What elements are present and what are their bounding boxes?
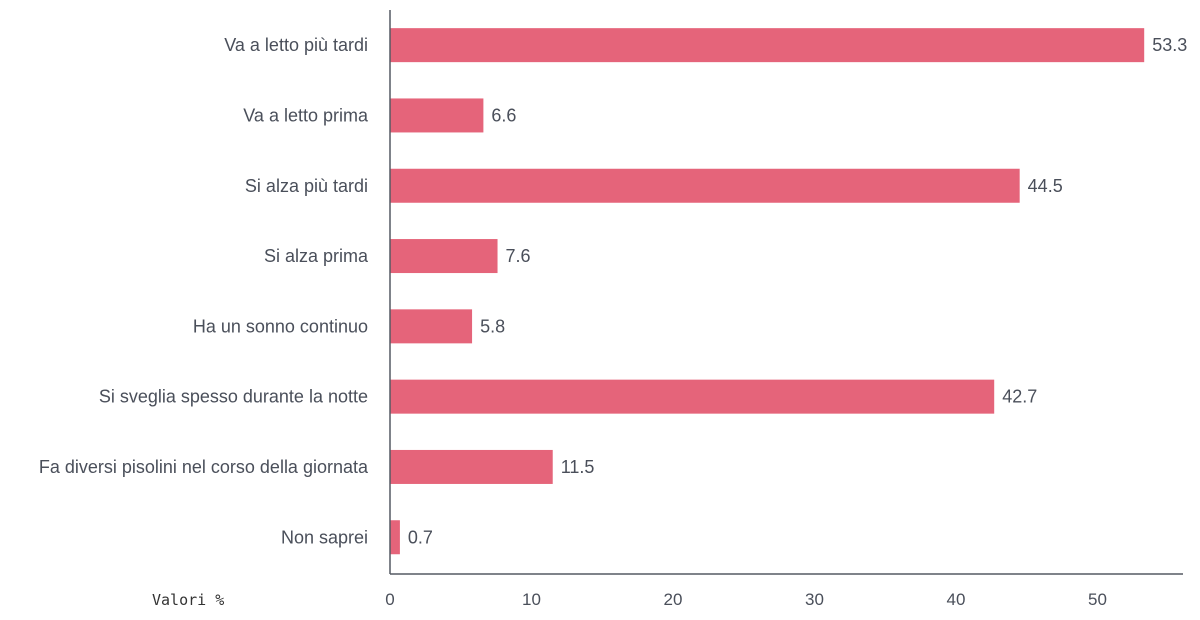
bar [390, 520, 400, 555]
category-label: Si sveglia spesso durante la notte [99, 387, 368, 407]
value-label: 6.6 [491, 105, 516, 125]
bar [390, 379, 995, 414]
bar [390, 449, 553, 484]
value-label: 5.8 [480, 316, 505, 336]
category-label: Non saprei [281, 527, 368, 547]
bar [390, 309, 473, 344]
x-tick-label: 30 [805, 590, 824, 609]
bar [390, 98, 484, 133]
bar [390, 28, 1145, 63]
category-label: Fa diversi pisolini nel corso della gior… [39, 457, 369, 477]
x-tick-label: 10 [522, 590, 541, 609]
category-label: Ha un sonno continuo [193, 316, 368, 336]
x-tick-label: 40 [947, 590, 966, 609]
value-label: 7.6 [506, 246, 531, 266]
category-label: Si alza più tardi [245, 176, 368, 196]
value-label: 44.5 [1028, 176, 1063, 196]
category-labels: Va a letto più tardi Va a letto prima Si a… [39, 35, 369, 547]
x-axis-unit-label: Valori % [152, 591, 224, 609]
value-labels: 53.3 6.6 44.5 7.6 5.8 42.7 11.5 0.7 [408, 35, 1187, 547]
value-label: 42.7 [1002, 387, 1037, 407]
bars-layer [390, 28, 1145, 555]
value-label: 53.3 [1152, 35, 1187, 55]
bar [390, 239, 498, 274]
category-label: Va a letto prima [243, 105, 369, 125]
category-label: Si alza prima [264, 246, 369, 266]
x-tick-label: 0 [385, 590, 394, 609]
x-tick-label: 50 [1088, 590, 1107, 609]
x-tick-label: 20 [664, 590, 683, 609]
x-axis-ticks: 0 10 20 30 40 50 [385, 590, 1107, 609]
value-label: 0.7 [408, 527, 433, 547]
bar [390, 168, 1020, 203]
value-label: 11.5 [561, 457, 595, 477]
category-label: Va a letto più tardi [224, 35, 368, 55]
